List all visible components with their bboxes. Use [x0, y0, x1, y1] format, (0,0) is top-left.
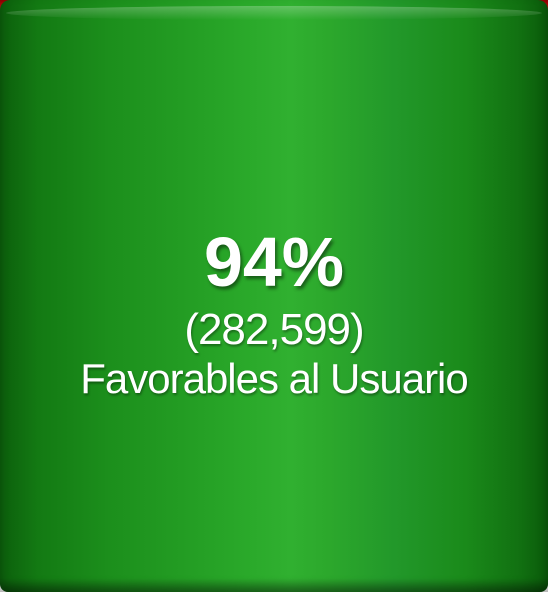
value-label-block: 94% (282,599) Favorables al Usuario — [0, 218, 548, 404]
category-caption: Favorables al Usuario — [80, 355, 469, 402]
percent-label: 94% — [203, 223, 345, 301]
count-label: (282,599) — [184, 305, 364, 354]
cylinder-bottom-shade — [0, 578, 548, 592]
cylinder-top-rim — [6, 6, 542, 20]
